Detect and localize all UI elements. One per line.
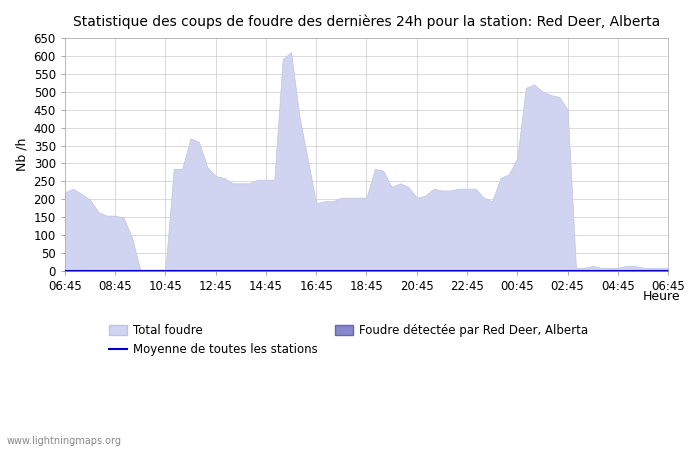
Title: Statistique des coups de foudre des dernières 24h pour la station: Red Deer, Alb: Statistique des coups de foudre des dern… xyxy=(73,15,660,30)
Y-axis label: Nb /h: Nb /h xyxy=(15,138,28,171)
Legend: Total foudre, Moyenne de toutes les stations, Foudre détectée par Red Deer, Albe: Total foudre, Moyenne de toutes les stat… xyxy=(104,320,592,361)
Text: www.lightningmaps.org: www.lightningmaps.org xyxy=(7,436,122,446)
X-axis label: Heure: Heure xyxy=(643,290,680,303)
